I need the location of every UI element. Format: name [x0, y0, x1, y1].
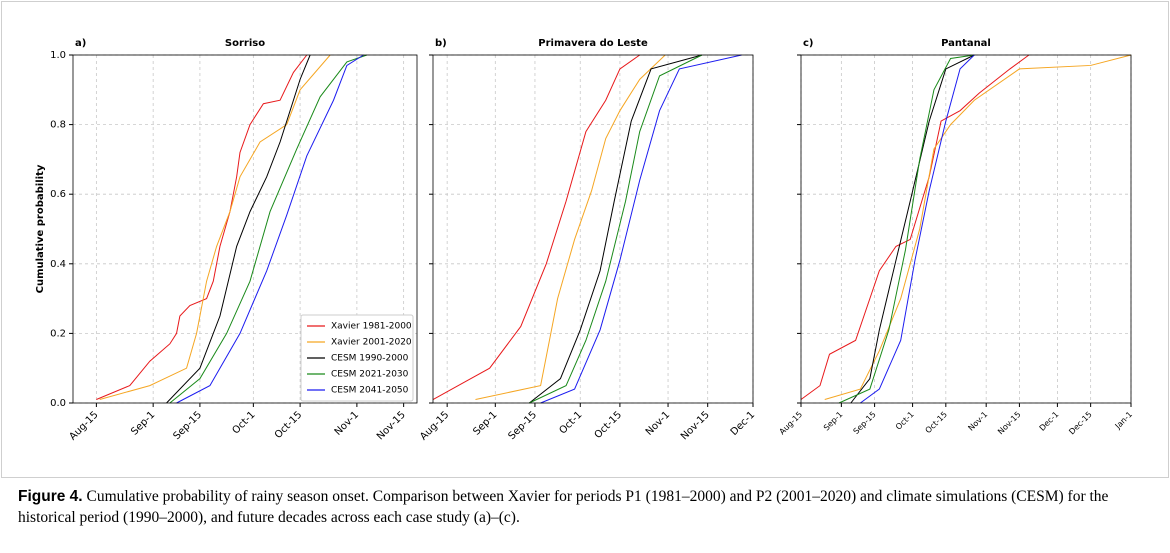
caption-text: Cumulative probability of rainy season o…	[18, 488, 1109, 526]
x-tick-label: Dec-15	[1067, 410, 1094, 437]
panel-title: Pantanal	[941, 38, 991, 49]
panel-label: a)	[75, 38, 86, 49]
cdf-line	[528, 54, 703, 404]
x-tick-label: Aug-15	[67, 409, 100, 442]
legend-label: CESM 2041-2050	[331, 386, 409, 396]
y-tick-label: 1.0	[50, 50, 66, 61]
x-tick-label: Sep-15	[171, 409, 204, 442]
axes-frame	[432, 54, 754, 404]
x-tick-label: Nov-15	[679, 409, 712, 442]
x-tick-label: Sep-1	[129, 409, 157, 437]
legend-label: Xavier 2001-2020	[331, 338, 412, 348]
panel-label: b)	[435, 38, 447, 49]
panel-title: Sorriso	[225, 38, 265, 49]
legend-label: CESM 1990-2000	[331, 354, 409, 364]
x-tick-label: Oct-1	[231, 409, 258, 436]
x-tick-label: Oct-1	[557, 409, 584, 436]
legend-label: CESM 2021-2030	[331, 370, 409, 380]
x-tick-label: Nov-1	[966, 410, 989, 433]
y-tick-label: 0.4	[50, 259, 66, 270]
figure: Aug-15 Sep-1 Sep-15 Oct-1 Oct-15 Nov-1 Nov-150…	[1, 1, 1169, 478]
x-tick-label: Oct-15	[593, 409, 625, 441]
x-tick-label: Nov-15	[996, 410, 1022, 436]
panel-title: Primavera do Leste	[538, 38, 648, 49]
x-tick-label: Sep-1	[471, 409, 499, 437]
cdf-line	[824, 54, 1132, 400]
x-tick-label: Nov-15	[375, 409, 408, 442]
figure-border	[1, 1, 1169, 478]
y-tick-label: 0.8	[50, 120, 66, 131]
y-tick-label: 0.2	[50, 328, 66, 339]
x-tick-label: Nov-1	[644, 409, 672, 437]
cdf-line	[169, 54, 368, 404]
cdf-line	[96, 54, 308, 400]
y-axis-label: Cumulative probability	[35, 164, 46, 293]
y-tick-label: 0.6	[50, 189, 66, 200]
x-tick-label: Oct-1	[894, 410, 916, 432]
cdf-line	[860, 54, 975, 404]
x-tick-label: Oct-15	[924, 410, 949, 435]
cdf-line	[850, 54, 975, 404]
x-tick-label: Jan-1	[1113, 410, 1134, 431]
cdf-line	[166, 54, 311, 404]
caption: Figure 4. Cumulative probability of rain…	[18, 486, 1153, 528]
panel-label: c)	[803, 38, 814, 49]
x-tick-label: Oct-15	[273, 409, 305, 441]
cdf-line	[432, 54, 641, 400]
axes-frame	[72, 54, 418, 404]
legend-box	[300, 314, 414, 402]
y-tick-label: 0.0	[50, 398, 66, 409]
cdf-line	[529, 54, 703, 404]
x-tick-label: Dec-1	[729, 409, 758, 438]
cdf-line	[800, 54, 1030, 400]
cdf-line	[176, 54, 364, 404]
axes-frame	[800, 54, 1132, 404]
x-tick-label: Nov-1	[333, 409, 361, 437]
x-tick-label: Sep-1	[822, 410, 845, 433]
legend-label: Xavier 1981-2000	[331, 322, 412, 332]
x-tick-label: Aug-15	[778, 410, 805, 437]
x-tick-label: Sep-15	[507, 409, 540, 442]
cdf-line	[99, 54, 331, 401]
cdf-line	[838, 54, 975, 404]
x-tick-label: Sep-15	[852, 410, 878, 436]
x-tick-label: Aug-15	[418, 409, 451, 442]
cdf-line	[540, 54, 742, 404]
caption-label: Figure 4.	[18, 488, 83, 505]
cdf-line	[475, 54, 666, 401]
x-tick-label: Dec-1	[1038, 410, 1061, 433]
